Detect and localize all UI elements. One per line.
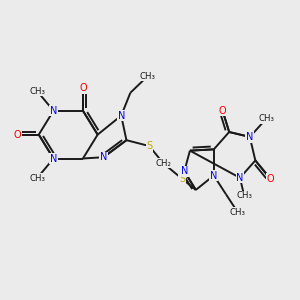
Text: CH₃: CH₃ xyxy=(258,114,274,123)
Text: O: O xyxy=(14,130,21,140)
Text: CH₂: CH₂ xyxy=(155,159,171,168)
Text: N: N xyxy=(210,170,218,181)
Text: O: O xyxy=(219,106,226,116)
Text: CH₃: CH₃ xyxy=(29,174,45,183)
Text: CH₃: CH₃ xyxy=(230,208,246,217)
Text: O: O xyxy=(79,83,87,94)
Text: N: N xyxy=(118,111,125,121)
Text: O: O xyxy=(267,174,274,184)
Text: N: N xyxy=(100,152,107,162)
Text: CH₃: CH₃ xyxy=(140,72,155,81)
Text: CH₃: CH₃ xyxy=(236,191,252,200)
Text: N: N xyxy=(181,166,188,176)
Text: S: S xyxy=(146,141,152,151)
Text: N: N xyxy=(50,154,57,164)
Text: N: N xyxy=(246,132,253,142)
Text: S: S xyxy=(179,174,185,184)
Text: N: N xyxy=(236,173,244,183)
Text: CH₃: CH₃ xyxy=(29,87,45,96)
Text: N: N xyxy=(50,106,57,116)
